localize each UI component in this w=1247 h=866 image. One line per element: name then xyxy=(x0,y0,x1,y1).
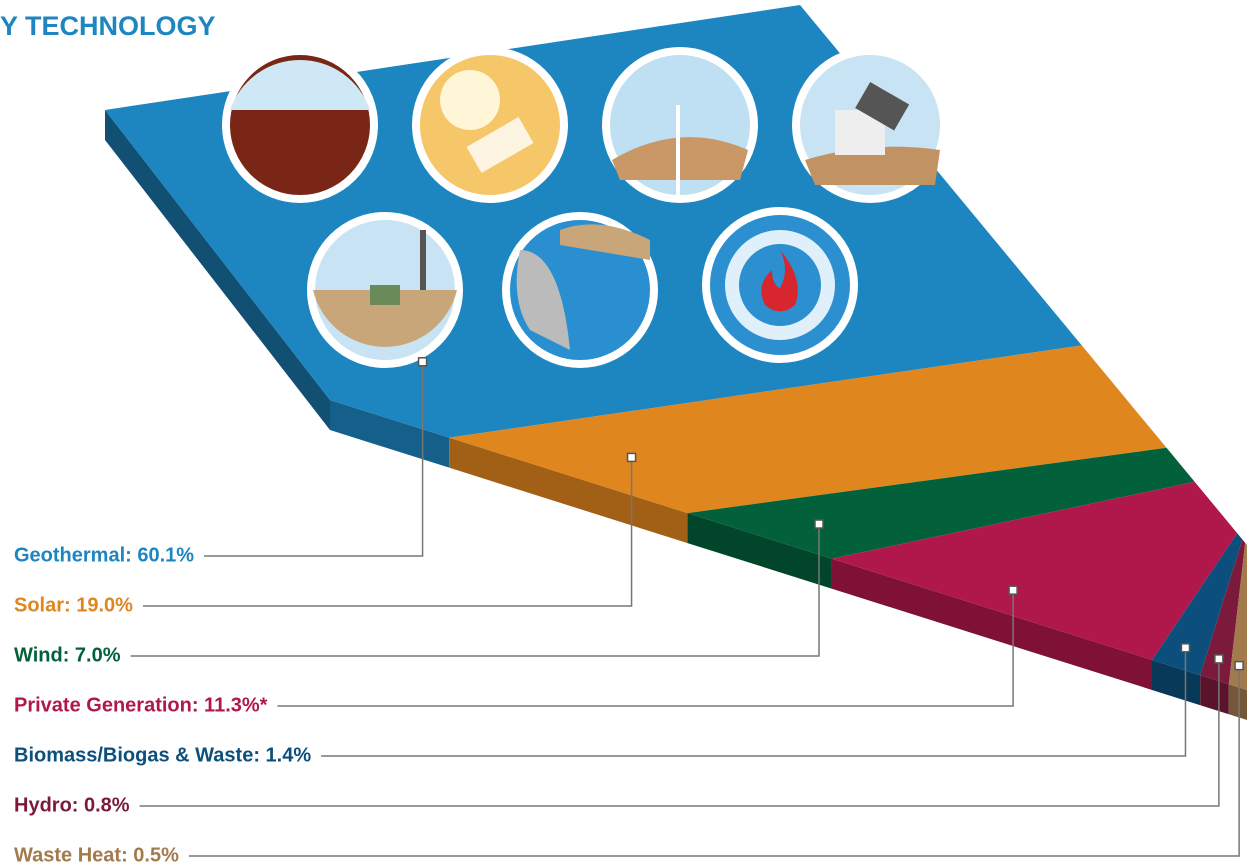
segment xyxy=(449,345,1167,514)
waste-heat-icon xyxy=(702,207,858,363)
leader-line xyxy=(277,590,1014,707)
geothermal-icon xyxy=(222,47,378,203)
title: Y TECHNOLOGY xyxy=(0,11,216,41)
leader-line xyxy=(204,361,424,557)
slab-front-face xyxy=(1200,675,1229,715)
leader-line xyxy=(321,647,1187,757)
segment-label: Geothermal: 60.1% xyxy=(14,544,194,566)
slab-front-face xyxy=(449,437,688,544)
leader-marker xyxy=(1214,654,1224,664)
slab-front-face xyxy=(1228,684,1247,720)
leader-line xyxy=(130,524,820,657)
segment xyxy=(1151,533,1243,676)
slab-front-face xyxy=(330,400,450,468)
segment-label: Waste Heat: 0.5% xyxy=(14,844,179,866)
icons xyxy=(222,47,948,368)
wind-icon xyxy=(602,47,758,203)
segment xyxy=(1200,539,1246,685)
segment xyxy=(1228,542,1247,690)
segment-label: Solar: 19.0% xyxy=(14,594,133,616)
leader-line xyxy=(139,658,1220,807)
segment xyxy=(831,481,1238,660)
segment-label: Hydro: 0.8% xyxy=(14,794,130,816)
leader-marker xyxy=(814,519,824,529)
slab-front-face xyxy=(1151,659,1201,706)
slab-front-face xyxy=(831,558,1152,690)
segment-label: Wind: 7.0% xyxy=(14,644,121,666)
leader-marker xyxy=(626,452,637,463)
leader-marker xyxy=(1180,643,1191,653)
leader-marker xyxy=(417,357,428,367)
slab-side xyxy=(105,110,330,430)
leader-line xyxy=(188,665,1240,857)
leader-marker xyxy=(1234,660,1244,671)
labels: Geothermal: 60.1% Solar: 19.0% Wind: 7.0% P… xyxy=(14,357,1244,866)
biomass-icon xyxy=(307,212,463,368)
segment-label: Biomass/Biogas & Waste: 1.4% xyxy=(14,744,311,766)
hydro-icon xyxy=(502,212,658,368)
rooftop-solar-icon xyxy=(792,47,948,203)
leader-marker xyxy=(1008,585,1018,595)
slab-front-face xyxy=(687,513,832,589)
leader-line xyxy=(142,457,633,607)
solar-icon xyxy=(412,47,568,203)
segment xyxy=(687,447,1195,559)
segment-label: Private Generation: 11.3%* xyxy=(14,694,268,716)
